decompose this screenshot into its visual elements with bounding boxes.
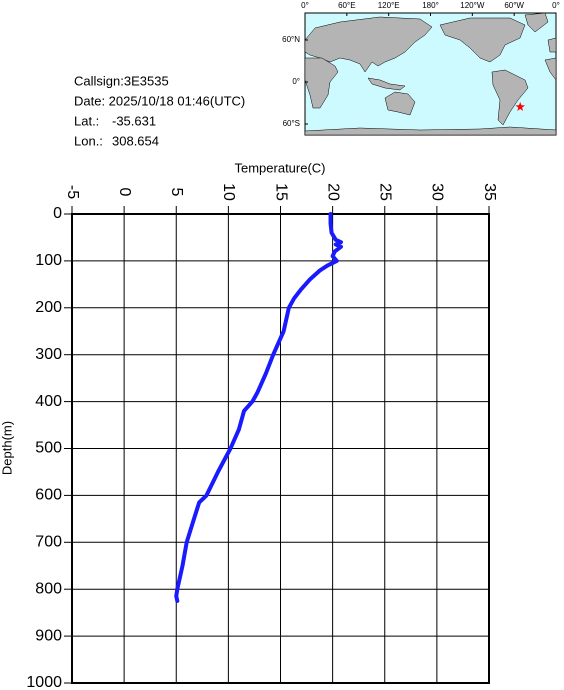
- map-lon-label: 120°E: [378, 1, 400, 10]
- location-marker: [515, 101, 525, 111]
- map-lon-label: 60°E: [338, 1, 355, 10]
- callsign: Callsign:3E3535: [74, 73, 169, 88]
- map-lon-label: 180°: [422, 1, 439, 10]
- lat-value: -35.631: [112, 113, 156, 128]
- lon-value: 308.654: [112, 133, 159, 148]
- europe-west: [547, 37, 556, 53]
- y-tick-label: 400: [35, 393, 62, 410]
- x-tick-label: 35: [481, 183, 498, 201]
- lon-label: Lon.:: [74, 133, 103, 148]
- map-lat-label: 60°S: [283, 119, 300, 128]
- y-tick-label: 800: [35, 580, 62, 597]
- map: [304, 12, 557, 136]
- x-tick-label: 30: [429, 183, 446, 201]
- map-lat-label: 60°N: [282, 35, 300, 44]
- x-axis-label: Temperature(C): [234, 160, 325, 175]
- map-lon-label: 0°: [552, 1, 560, 10]
- antarctica: [305, 126, 556, 135]
- y-tick-label: 900: [35, 627, 62, 644]
- y-tick-label: 600: [35, 487, 62, 504]
- y-tick-label: 500: [35, 440, 62, 457]
- west-africa: [544, 57, 556, 81]
- y-tick-label: 300: [35, 346, 62, 363]
- south-america: [491, 69, 529, 126]
- y-axis-label: Depth(m): [0, 421, 14, 475]
- map-lat-label: 0°: [292, 77, 300, 86]
- x-tick-label: 5: [168, 188, 185, 197]
- map-lon-label: 60°W: [504, 1, 524, 10]
- y-tick-label: 100: [35, 252, 62, 269]
- profile-line: [174, 212, 343, 603]
- north-america: [439, 17, 526, 63]
- indonesia: [367, 77, 406, 91]
- africa: [305, 57, 339, 109]
- greenland: [524, 13, 549, 33]
- y-tick-label: 1000: [26, 674, 62, 690]
- australia: [384, 91, 416, 116]
- date: Date: 2025/10/18 01:46(UTC): [74, 93, 245, 108]
- map-lon-label: 120°W: [460, 1, 485, 10]
- y-tick-label: 0: [53, 205, 62, 222]
- map-lon-label: 0°: [301, 1, 309, 10]
- x-tick-label: -5: [64, 185, 81, 199]
- x-tick-label: 0: [116, 188, 133, 197]
- x-tick-label: 15: [272, 183, 289, 201]
- y-tick-label: 700: [35, 534, 62, 551]
- x-tick-label: 10: [220, 183, 237, 201]
- x-tick-label: 20: [324, 183, 341, 201]
- x-tick-label: 25: [377, 183, 394, 201]
- lat-label: Lat.:: [74, 113, 99, 128]
- plot-frame: [71, 213, 490, 684]
- y-tick-label: 200: [35, 299, 62, 316]
